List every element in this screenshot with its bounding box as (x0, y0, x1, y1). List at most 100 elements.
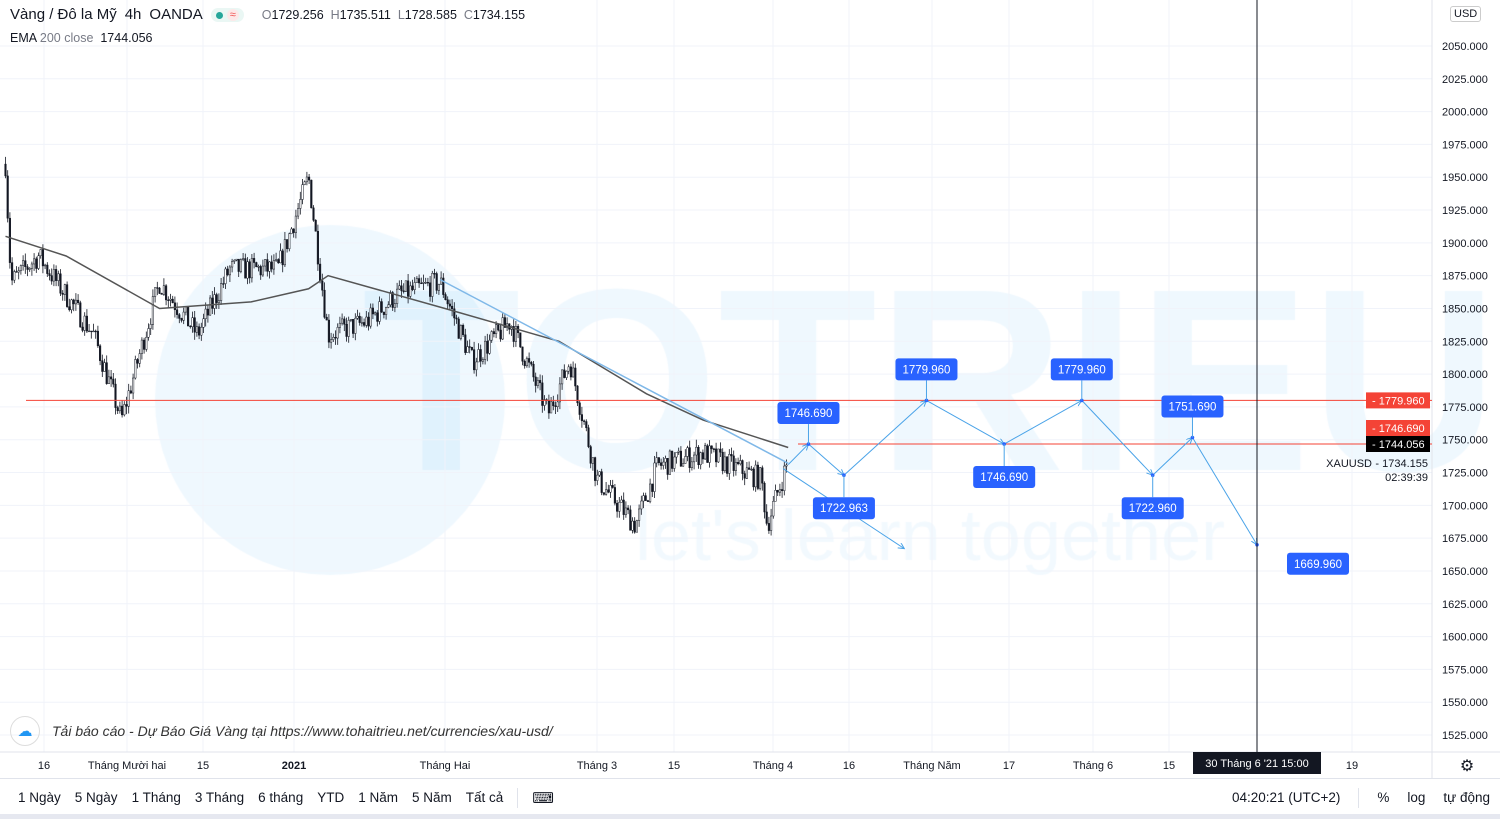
symbol-title[interactable]: Vàng / Đô la Mỹ (10, 6, 117, 23)
clock[interactable]: 04:20:21 (UTC+2) (1231, 790, 1341, 805)
candle (605, 489, 608, 495)
candle (666, 458, 669, 475)
gear-icon[interactable]: ⚙ (1460, 758, 1474, 775)
candle (611, 485, 614, 488)
candle (279, 250, 282, 264)
candle (268, 261, 271, 272)
candle (79, 302, 82, 328)
range-button[interactable]: YTD (317, 790, 345, 805)
candle (321, 280, 324, 291)
candle (323, 289, 326, 318)
bottom-strip (0, 814, 1500, 819)
projection-point (806, 442, 811, 446)
candle (26, 266, 29, 270)
market-status-badge[interactable]: ≈ (210, 7, 244, 22)
candle (563, 369, 566, 378)
candle (57, 273, 60, 281)
candle (671, 450, 674, 469)
candle (250, 258, 253, 279)
currency-button[interactable]: USD (1450, 6, 1482, 22)
candle (261, 265, 264, 276)
candle (259, 266, 262, 276)
market-open-dot-icon (215, 11, 223, 19)
candle (226, 268, 229, 276)
candle (176, 309, 179, 315)
candle (248, 261, 251, 279)
price-label: 1746.690 (777, 402, 840, 425)
candle (33, 258, 36, 265)
x-tick-label: Tháng Mười hai (88, 760, 166, 772)
candle (354, 317, 357, 334)
range-button[interactable]: 5 Năm (411, 790, 452, 805)
x-tick-label: 17 (1003, 760, 1015, 772)
candle (30, 263, 33, 269)
candle (437, 283, 440, 291)
y-tick-label: 1575.000 (1442, 664, 1488, 676)
candle (132, 377, 135, 394)
y-tick-label: 2000.000 (1442, 107, 1488, 119)
candle (367, 316, 370, 327)
range-button[interactable]: 5 Ngày (74, 790, 118, 805)
range-button[interactable]: 3 Tháng (194, 790, 245, 805)
candle (336, 327, 339, 339)
y-tick-label: 1775.000 (1442, 402, 1488, 414)
interval[interactable]: 4h (124, 6, 142, 23)
price-chart[interactable]: 1525.000 1550.000 1575.000 1600.000 1625.000… (0, 0, 1500, 778)
candle (717, 448, 720, 463)
candle (541, 382, 544, 406)
candle (8, 217, 11, 263)
candle (160, 293, 163, 295)
report-link[interactable]: Tải báo cáo - Dự Báo Giá Vàng tại https:… (52, 723, 553, 739)
auto-button[interactable]: tự động (1443, 790, 1490, 805)
candle (231, 261, 234, 268)
candle (442, 277, 445, 295)
candle (704, 445, 707, 460)
candle (466, 346, 469, 353)
candle (550, 401, 553, 414)
range-buttons: 1 Ngày 5 Ngày 1 Tháng 3 Tháng 6 tháng YTD 1 Nă… (0, 790, 503, 805)
projection-point (1190, 435, 1195, 440)
candle (748, 467, 751, 470)
price-label-bg (777, 402, 840, 425)
candle (211, 297, 214, 309)
percent-button[interactable]: % (1377, 790, 1390, 805)
candle (301, 184, 304, 200)
x-tick-label: 15 (197, 760, 209, 772)
candle (330, 339, 333, 343)
x-tick-label: 15 (1163, 760, 1175, 772)
axis-price-tag (1366, 436, 1430, 452)
candle (464, 334, 467, 353)
candle (103, 362, 106, 372)
candle (4, 163, 7, 177)
range-button[interactable]: 6 tháng (258, 790, 304, 805)
ema-legend[interactable]: EMA 200 close 1744.056 (10, 31, 153, 45)
calendar-range-icon[interactable]: ⌨ (532, 789, 554, 807)
candle (514, 326, 517, 342)
price-label: 1669.960 (1287, 552, 1349, 575)
candle (640, 500, 643, 510)
candle (554, 405, 557, 407)
candle (327, 319, 330, 343)
candle (213, 294, 216, 309)
candle (171, 298, 174, 304)
candle (607, 489, 610, 493)
candle (204, 308, 207, 319)
projection-arrow (843, 400, 927, 476)
candle (17, 270, 20, 273)
y-tick-label: 1700.000 (1442, 500, 1488, 512)
range-button[interactable]: 1 Tháng (131, 790, 181, 805)
candle (59, 273, 62, 294)
candle (305, 176, 308, 183)
log-button[interactable]: log (1407, 790, 1426, 805)
candle (761, 467, 764, 484)
y-tick-label: 1900.000 (1442, 238, 1488, 250)
candle (363, 322, 366, 326)
candle (424, 282, 427, 284)
candle (294, 215, 297, 233)
range-button[interactable]: 1 Năm (358, 790, 398, 805)
y-tick-label: 1725.000 (1442, 468, 1488, 480)
x-tick-label: 15 (668, 760, 680, 772)
candle (52, 269, 55, 282)
range-button[interactable]: 1 Ngày (18, 790, 61, 805)
range-button[interactable]: Tất cả (465, 790, 504, 805)
